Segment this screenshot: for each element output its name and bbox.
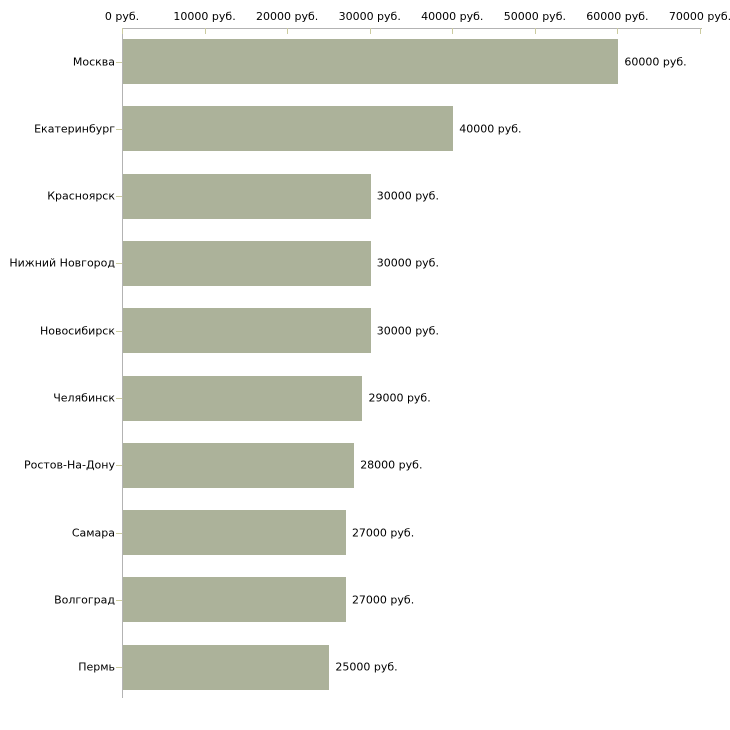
- category-label: Челябинск: [53, 391, 115, 405]
- y-tick: [116, 196, 122, 198]
- bar-value-label: 30000 руб.: [376, 324, 439, 338]
- bar: [123, 644, 330, 690]
- x-tick: [287, 28, 289, 34]
- x-tick-label: 0 руб.: [104, 10, 140, 23]
- x-tick-label: 40000 руб.: [421, 10, 484, 23]
- x-tick-label: 60000 руб.: [586, 10, 649, 23]
- x-tick: [700, 28, 701, 34]
- category-label: Пермь: [78, 660, 115, 674]
- x-tick: [617, 28, 619, 34]
- bar-value-label: 29000 руб.: [368, 391, 431, 405]
- x-tick: [122, 28, 123, 34]
- y-tick: [116, 330, 122, 332]
- category-label: Ростов-На-Дону: [23, 458, 115, 472]
- bar: [123, 106, 454, 152]
- category-label: Волгоград: [54, 593, 115, 607]
- y-tick: [116, 398, 122, 399]
- y-tick: [116, 465, 122, 467]
- y-tick: [116, 532, 122, 534]
- category-label: Самара: [71, 526, 115, 540]
- bar-value-label: 40000 руб.: [459, 122, 522, 136]
- y-tick: [116, 128, 122, 130]
- bar-value-label: 30000 руб.: [376, 189, 439, 203]
- bar: [123, 173, 371, 219]
- category-label: Нижний Новгород: [9, 256, 115, 270]
- category-label: Красноярск: [47, 189, 115, 203]
- y-tick: [116, 61, 122, 63]
- bar: [123, 442, 355, 488]
- y-tick: [116, 667, 122, 669]
- y-axis-line: [122, 28, 123, 698]
- bar: [123, 308, 371, 354]
- category-label: Новосибирск: [39, 324, 115, 338]
- x-tick-label: 70000 руб.: [668, 10, 730, 23]
- bar: [123, 39, 619, 84]
- bar: [123, 240, 371, 286]
- category-label: Москва: [72, 55, 115, 68]
- bar-value-label: 28000 руб.: [360, 458, 423, 472]
- bar: [123, 375, 363, 421]
- y-tick: [116, 263, 122, 265]
- bar-value-label: 27000 руб.: [351, 526, 415, 540]
- x-tick-label: 30000 руб.: [338, 10, 401, 23]
- bar: [123, 577, 346, 623]
- x-tick: [452, 28, 454, 34]
- bar: [123, 510, 346, 556]
- bar-value-label: 60000 руб.: [624, 55, 687, 68]
- y-tick: [116, 599, 122, 601]
- x-tick-label: 10000 руб.: [173, 10, 236, 23]
- x-tick-label: 50000 руб.: [503, 10, 566, 23]
- x-tick: [204, 28, 206, 34]
- x-tick: [369, 28, 371, 34]
- x-axis-line: [122, 28, 702, 29]
- bar-value-label: 27000 руб.: [351, 593, 415, 607]
- bar-value-label: 25000 руб.: [335, 660, 398, 674]
- bar-value-label: 30000 руб.: [376, 256, 439, 270]
- category-label: Екатеринбург: [34, 122, 115, 136]
- x-tick-label: 20000 руб.: [256, 10, 319, 23]
- x-tick: [534, 28, 536, 34]
